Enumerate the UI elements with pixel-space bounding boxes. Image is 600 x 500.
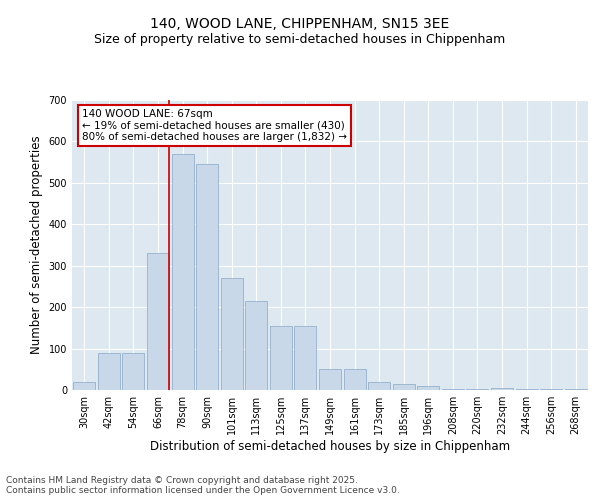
Bar [344,370,365,390]
Bar [147,254,169,390]
Bar [122,352,145,390]
Bar [392,384,415,390]
Bar [442,389,464,390]
Bar [245,301,268,390]
Bar [295,326,316,390]
Bar [417,386,439,390]
Bar [491,388,513,390]
Bar [270,326,292,390]
Bar [540,389,562,390]
Bar [565,389,587,390]
X-axis label: Distribution of semi-detached houses by size in Chippenham: Distribution of semi-detached houses by … [150,440,510,453]
Bar [196,164,218,390]
Bar [319,370,341,390]
Bar [73,382,95,390]
Bar [466,389,488,390]
Text: 140 WOOD LANE: 67sqm
← 19% of semi-detached houses are smaller (430)
80% of semi: 140 WOOD LANE: 67sqm ← 19% of semi-detac… [82,108,347,142]
Bar [368,382,390,390]
Text: Size of property relative to semi-detached houses in Chippenham: Size of property relative to semi-detach… [94,32,506,46]
Bar [221,278,243,390]
Bar [515,389,538,390]
Text: 140, WOOD LANE, CHIPPENHAM, SN15 3EE: 140, WOOD LANE, CHIPPENHAM, SN15 3EE [151,18,449,32]
Bar [172,154,194,390]
Text: Contains HM Land Registry data © Crown copyright and database right 2025.
Contai: Contains HM Land Registry data © Crown c… [6,476,400,495]
Bar [98,352,120,390]
Y-axis label: Number of semi-detached properties: Number of semi-detached properties [30,136,43,354]
